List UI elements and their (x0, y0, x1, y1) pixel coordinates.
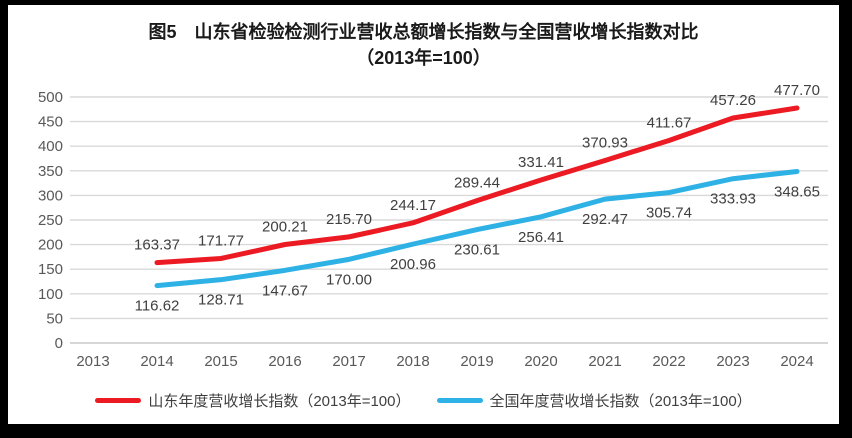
data-label: 411.67 (647, 114, 692, 131)
y-tick-label: 0 (55, 335, 63, 352)
x-tick-label: 2013 (76, 353, 109, 370)
x-tick-label: 2020 (524, 353, 557, 370)
x-tick-label: 2021 (588, 353, 621, 370)
y-tick-label: 500 (38, 89, 63, 106)
x-tick-label: 2016 (268, 353, 301, 370)
legend-swatch-national (436, 397, 483, 403)
x-tick-label: 2018 (396, 353, 429, 370)
line-chart: 0 50 100 150 200 250 300 350 400 450 500 2013 2014 20… (38, 82, 828, 370)
x-tick-label: 2019 (460, 353, 493, 370)
data-label: 215.70 (326, 211, 372, 228)
y-tick-label: 100 (38, 286, 63, 303)
y-tick-label: 200 (38, 237, 63, 254)
y-tick-label: 250 (38, 212, 63, 229)
chart-title: 图5 山东省检验检测行业营收总额增长指数与全国营收增长指数对比 (148, 22, 699, 42)
chart-subtitle: （2013年=100） (356, 48, 491, 68)
data-label: 170.00 (326, 271, 372, 288)
data-label: 333.93 (710, 191, 756, 208)
y-tick-label: 450 (38, 114, 63, 131)
data-label: 116.62 (135, 298, 180, 315)
chart-title-block: 图5 山东省检验检测行业营收总额增长指数与全国营收增长指数对比 （2013年=1… (8, 19, 839, 71)
legend-swatch-shandong (95, 397, 142, 403)
x-tick-label: 2014 (140, 353, 173, 370)
legend-item-national: 全国年度营收增长指数（2013年=100） (436, 390, 752, 411)
data-label: 163.37 (134, 237, 180, 254)
chart-legend: 山东年度营收增长指数（2013年=100） 全国年度营收增长指数（2013年=1… (8, 387, 839, 413)
data-label: 305.74 (646, 205, 692, 222)
data-label: 171.77 (198, 232, 244, 249)
y-tick-label: 50 (46, 310, 63, 327)
series-line-0 (154, 105, 800, 266)
series-line-1 (154, 168, 800, 289)
data-label: 244.17 (390, 197, 436, 214)
data-label: 230.61 (454, 242, 500, 259)
data-label: 147.67 (262, 282, 308, 299)
x-tick-label: 2024 (780, 353, 813, 370)
data-label: 477.70 (774, 82, 820, 99)
data-label: 128.71 (198, 292, 244, 309)
data-label: 289.44 (454, 175, 500, 192)
y-tick-label: 150 (38, 261, 63, 278)
data-label: 292.47 (582, 211, 628, 228)
x-tick-label: 2017 (332, 353, 365, 370)
data-label: 200.96 (390, 256, 436, 273)
data-label: 457.26 (710, 92, 756, 109)
y-tick-label: 400 (38, 138, 63, 155)
data-label: 348.65 (774, 183, 820, 200)
chart-canvas: 图5 山东省检验检测行业营收总额增长指数与全国营收增长指数对比 （2013年=1… (8, 5, 839, 424)
x-tick-label: 2023 (716, 353, 749, 370)
legend-item-shandong: 山东年度营收增长指数（2013年=100） (95, 390, 411, 411)
legend-label-shandong: 山东年度营收增长指数（2013年=100） (148, 392, 411, 410)
data-label: 370.93 (582, 135, 628, 152)
data-label: 256.41 (518, 229, 564, 246)
x-tick-label: 2022 (652, 353, 685, 370)
legend-label-national: 全国年度营收增长指数（2013年=100） (489, 392, 752, 410)
data-label: 331.41 (518, 154, 564, 171)
y-tick-label: 300 (38, 187, 63, 204)
x-tick-label: 2015 (204, 353, 237, 370)
y-tick-label: 350 (38, 163, 63, 180)
data-label: 200.21 (262, 218, 308, 235)
